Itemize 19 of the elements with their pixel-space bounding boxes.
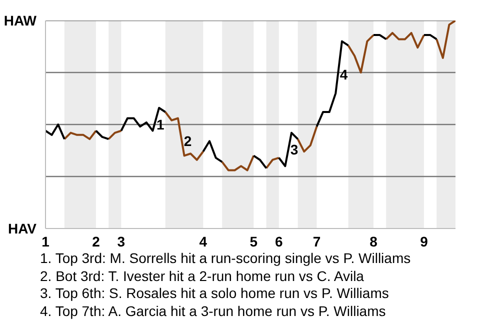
annotation: 1	[156, 116, 164, 132]
text: 2. Bot 3rd: T. Ivester hit a 2-run home run vs C. Avila	[40, 268, 364, 284]
text: 1. Top 3rd: M. Sorrells hit a run-scoring single vs P. Williams	[40, 250, 411, 266]
x-tick-label: 8	[370, 234, 378, 250]
x-tick-label: 7	[312, 234, 321, 250]
x-tick-label: 1	[42, 234, 50, 250]
x-tick-label: 2	[92, 234, 100, 250]
x-tick-label: 4	[199, 234, 208, 250]
text: 4. Top 7th: A. Garcia hit a 3-run home run vs P. Williams	[40, 302, 386, 318]
annotation: 4	[340, 66, 348, 83]
text: 3. Top 6th: S. Rosales hit a solo home run vs P. Williams	[40, 285, 389, 301]
text: HAW	[4, 12, 38, 28]
text: HAV	[8, 220, 38, 236]
annotation: 3	[290, 141, 298, 158]
x-tick-label: 6	[274, 234, 283, 250]
x-tick-label: 5	[250, 234, 258, 250]
x-tick-label: 3	[117, 234, 126, 250]
annotation: 2	[184, 133, 192, 150]
x-tick-label: 9	[420, 234, 428, 250]
